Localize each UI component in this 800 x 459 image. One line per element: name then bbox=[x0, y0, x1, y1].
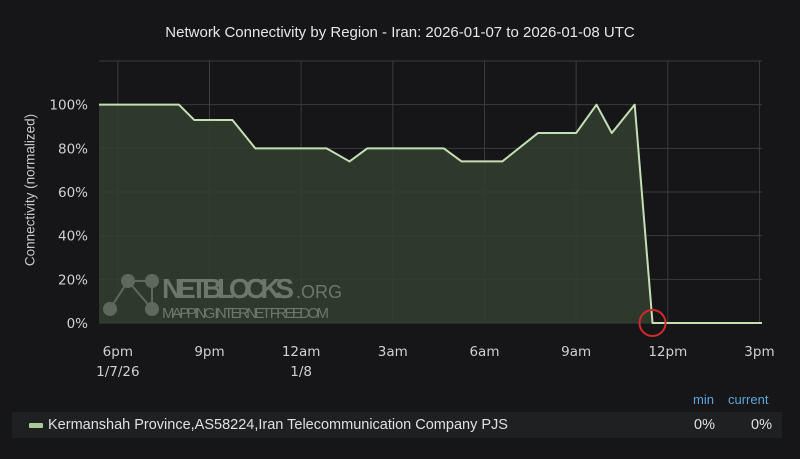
series-area bbox=[99, 104, 762, 324]
netblocks-watermark: NETBLOCKS .ORG MAPPING INTERNET FREEDOM bbox=[103, 273, 342, 322]
watermark-name: NETBLOCKS bbox=[162, 273, 294, 304]
legend-min-value: 0% bbox=[694, 417, 715, 433]
y-tick-label: 20% bbox=[58, 272, 88, 288]
legend-swatch bbox=[29, 422, 43, 428]
watermark-node bbox=[145, 302, 159, 316]
legend-series-name: Kermanshah Province,AS58224,Iran Telecom… bbox=[48, 417, 508, 433]
watermark-suffix: .ORG bbox=[296, 282, 342, 302]
y-tick-label: 40% bbox=[58, 229, 88, 245]
x-tick-sublabel: 1/7/26 bbox=[96, 364, 139, 380]
legend-header-current[interactable]: current bbox=[728, 392, 769, 407]
watermark-links bbox=[109, 280, 153, 310]
y-tick-label: 0% bbox=[67, 316, 89, 332]
legend-item[interactable]: Kermanshah Province,AS58224,Iran Telecom… bbox=[12, 412, 782, 438]
legend-header-min[interactable]: min bbox=[693, 392, 714, 407]
x-tick-label: 12am bbox=[282, 344, 321, 360]
x-tick-sublabel: 1/8 bbox=[290, 364, 312, 380]
watermark-tagline: MAPPING INTERNET FREEDOM bbox=[162, 305, 329, 322]
watermark-node bbox=[121, 274, 135, 288]
x-tick-label: 6pm bbox=[103, 344, 133, 360]
x-tick-label: 6am bbox=[469, 344, 499, 360]
watermark-node bbox=[103, 302, 117, 316]
x-tick-label: 3pm bbox=[744, 344, 774, 360]
watermark-node bbox=[145, 274, 159, 288]
y-tick-label: 80% bbox=[58, 141, 88, 157]
y-tick-label: 100% bbox=[49, 98, 88, 114]
legend-current-value: 0% bbox=[751, 417, 772, 433]
x-tick-label: 9am bbox=[561, 344, 591, 360]
chart-title: Network Connectivity by Region - Iran: 2… bbox=[165, 24, 635, 41]
x-tick-label: 12pm bbox=[648, 344, 687, 360]
x-tick-label: 9pm bbox=[194, 344, 224, 360]
x-tick-label: 3am bbox=[378, 344, 408, 360]
y-tick-label: 60% bbox=[58, 185, 88, 201]
outage-highlight-circle bbox=[638, 309, 667, 337]
series-line bbox=[99, 103, 762, 324]
